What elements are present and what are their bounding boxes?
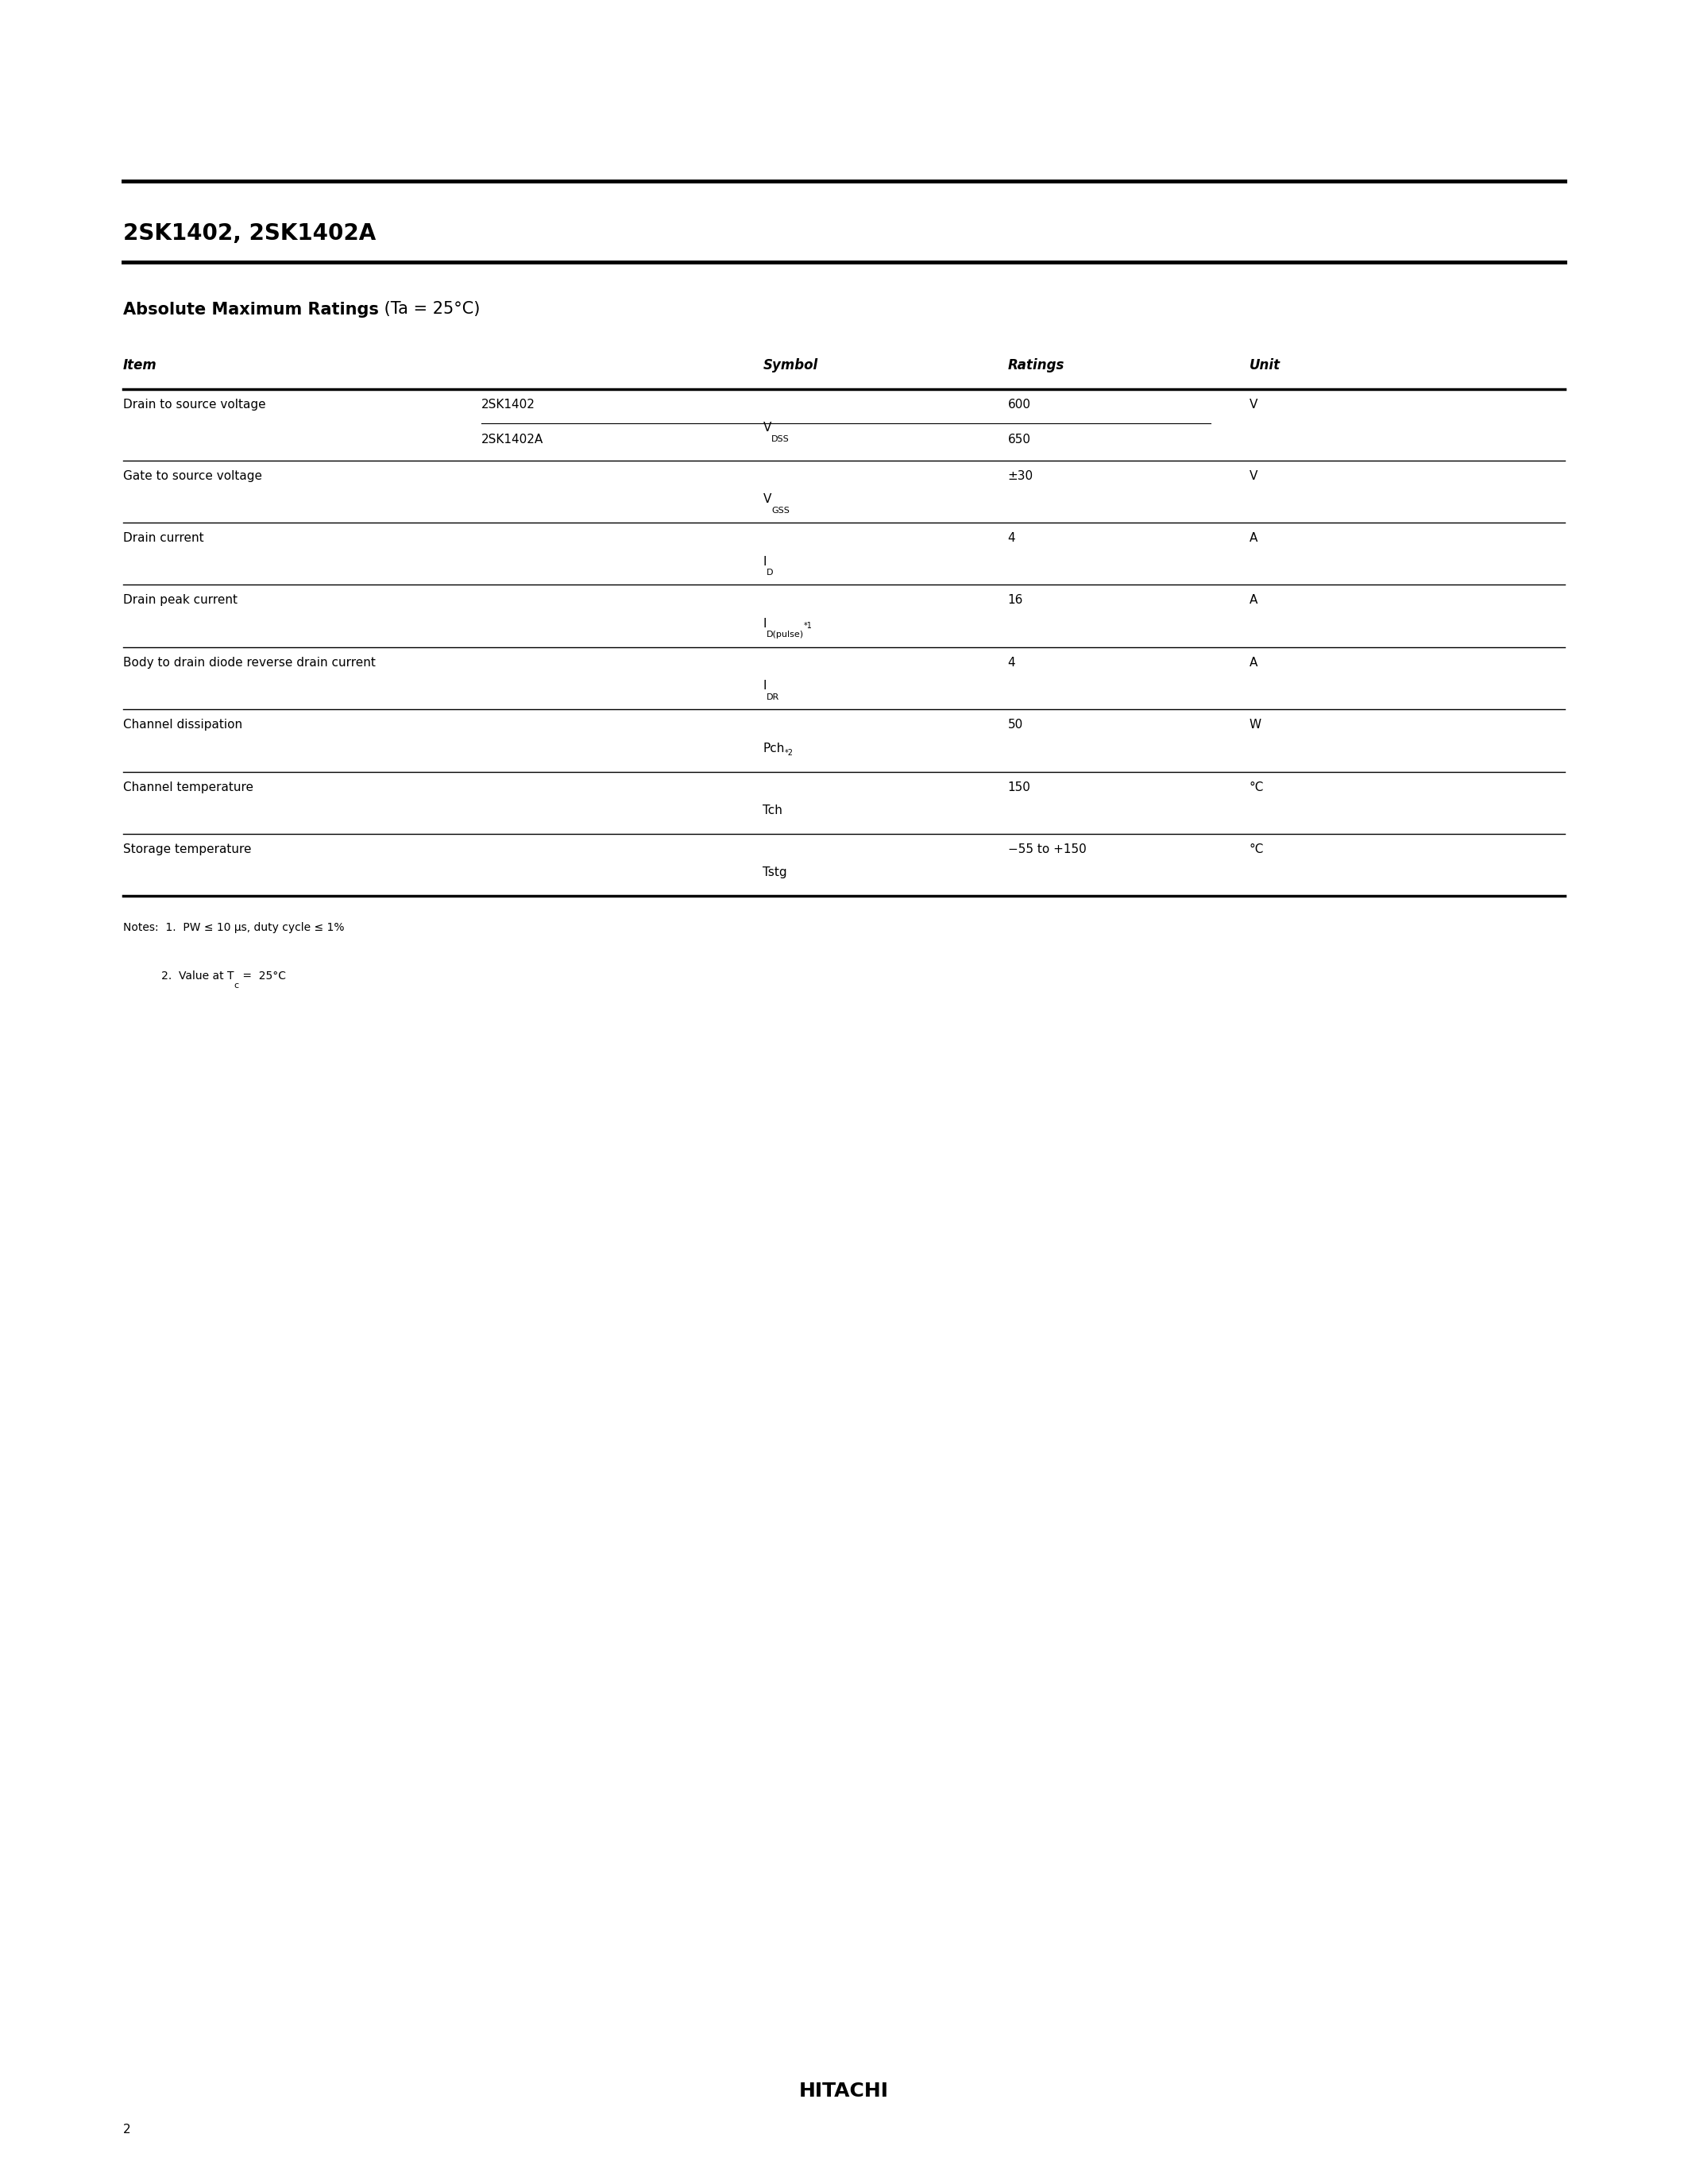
Text: D: D [766,568,773,577]
Text: 4: 4 [1008,657,1016,668]
Text: Absolute Maximum Ratings: Absolute Maximum Ratings [123,301,378,317]
Text: Drain peak current: Drain peak current [123,594,238,607]
Text: Notes:  1.  PW ≤ 10 μs, duty cycle ≤ 1%: Notes: 1. PW ≤ 10 μs, duty cycle ≤ 1% [123,922,344,933]
Text: 50: 50 [1008,719,1023,732]
Text: A: A [1249,657,1258,668]
Text: V: V [763,422,771,435]
Text: D(pulse): D(pulse) [766,631,803,640]
Text: Drain to source voltage: Drain to source voltage [123,397,267,411]
Text: 2SK1402: 2SK1402 [481,397,535,411]
Text: HITACHI: HITACHI [798,2081,890,2101]
Text: Unit: Unit [1249,358,1280,373]
Text: I: I [763,555,766,568]
Text: I: I [763,618,766,629]
Text: Drain current: Drain current [123,533,204,544]
Text: °C: °C [1249,843,1264,856]
Text: Body to drain diode reverse drain current: Body to drain diode reverse drain curren… [123,657,376,668]
Text: *1: *1 [803,622,812,631]
Text: 2.  Value at T: 2. Value at T [123,970,235,981]
Text: GSS: GSS [771,507,790,515]
Text: °C: °C [1249,782,1264,793]
Text: Channel dissipation: Channel dissipation [123,719,243,732]
Text: Item: Item [123,358,157,373]
Text: 4: 4 [1008,533,1016,544]
Text: Symbol: Symbol [763,358,819,373]
Text: 600: 600 [1008,397,1031,411]
Text: (Ta = 25°C): (Ta = 25°C) [378,301,479,317]
Text: V: V [1249,470,1258,483]
Text: Ratings: Ratings [1008,358,1065,373]
Text: Tch: Tch [763,804,783,817]
Text: 2: 2 [123,2125,132,2136]
Text: Gate to source voltage: Gate to source voltage [123,470,262,483]
Text: Storage temperature: Storage temperature [123,843,252,856]
Text: −55 to +150: −55 to +150 [1008,843,1085,856]
Text: 150: 150 [1008,782,1031,793]
Text: I: I [763,679,766,692]
Text: c: c [235,981,240,989]
Text: Tstg: Tstg [763,867,787,878]
Text: 650: 650 [1008,435,1031,446]
Text: Channel temperature: Channel temperature [123,782,253,793]
Text: A: A [1249,533,1258,544]
Text: 16: 16 [1008,594,1023,607]
Text: V: V [1249,397,1258,411]
Text: Pch: Pch [763,743,785,753]
Text: ±30: ±30 [1008,470,1033,483]
Text: DR: DR [766,692,780,701]
Text: W: W [1249,719,1261,732]
Text: DSS: DSS [771,435,790,443]
Text: 2SK1402, 2SK1402A: 2SK1402, 2SK1402A [123,223,376,245]
Text: 2SK1402A: 2SK1402A [481,435,544,446]
Text: =  25°C: = 25°C [240,970,285,981]
Text: *2: *2 [785,749,793,758]
Text: A: A [1249,594,1258,607]
Text: V: V [763,494,771,505]
